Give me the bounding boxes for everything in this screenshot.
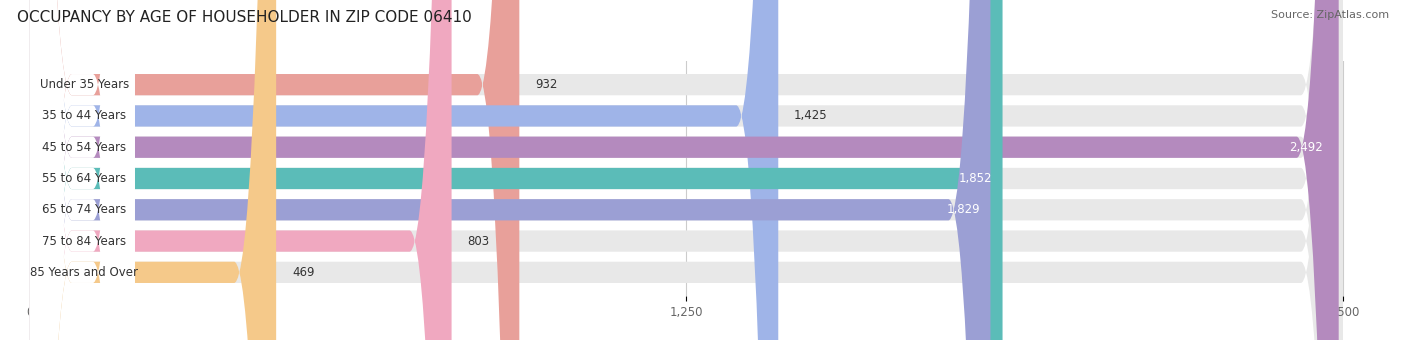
Text: 932: 932 [536, 78, 557, 91]
FancyBboxPatch shape [30, 0, 135, 340]
FancyBboxPatch shape [30, 0, 990, 340]
Text: 1,425: 1,425 [794, 109, 828, 122]
FancyBboxPatch shape [30, 0, 1343, 340]
FancyBboxPatch shape [30, 0, 1343, 340]
FancyBboxPatch shape [30, 0, 135, 340]
FancyBboxPatch shape [30, 0, 1343, 340]
Text: 35 to 44 Years: 35 to 44 Years [42, 109, 127, 122]
FancyBboxPatch shape [30, 0, 135, 340]
Text: 55 to 64 Years: 55 to 64 Years [42, 172, 127, 185]
FancyBboxPatch shape [30, 0, 1002, 340]
FancyBboxPatch shape [30, 0, 135, 340]
FancyBboxPatch shape [30, 0, 135, 340]
Text: 85 Years and Over: 85 Years and Over [31, 266, 138, 279]
FancyBboxPatch shape [30, 0, 1343, 340]
FancyBboxPatch shape [30, 0, 1343, 340]
FancyBboxPatch shape [30, 0, 1339, 340]
Text: 2,492: 2,492 [1289, 141, 1323, 154]
Text: 803: 803 [467, 235, 489, 248]
FancyBboxPatch shape [30, 0, 519, 340]
Text: 45 to 54 Years: 45 to 54 Years [42, 141, 127, 154]
FancyBboxPatch shape [30, 0, 451, 340]
Text: 65 to 74 Years: 65 to 74 Years [42, 203, 127, 216]
FancyBboxPatch shape [30, 0, 135, 340]
FancyBboxPatch shape [30, 0, 276, 340]
Text: 1,829: 1,829 [946, 203, 980, 216]
FancyBboxPatch shape [30, 0, 135, 340]
FancyBboxPatch shape [30, 0, 779, 340]
Text: 75 to 84 Years: 75 to 84 Years [42, 235, 127, 248]
FancyBboxPatch shape [30, 0, 1343, 340]
Text: OCCUPANCY BY AGE OF HOUSEHOLDER IN ZIP CODE 06410: OCCUPANCY BY AGE OF HOUSEHOLDER IN ZIP C… [17, 10, 471, 25]
Text: 469: 469 [292, 266, 315, 279]
FancyBboxPatch shape [30, 0, 1343, 340]
Text: Under 35 Years: Under 35 Years [39, 78, 129, 91]
Text: 1,852: 1,852 [959, 172, 993, 185]
Text: Source: ZipAtlas.com: Source: ZipAtlas.com [1271, 10, 1389, 20]
